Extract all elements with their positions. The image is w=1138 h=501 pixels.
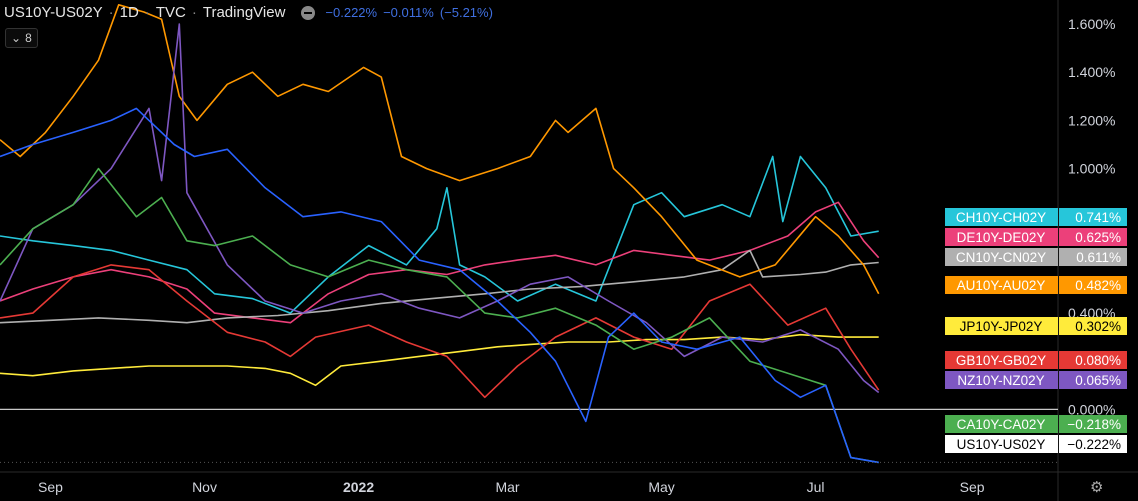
series-name-label: CH10Y-CH02Y xyxy=(956,210,1046,225)
series-value-tag xyxy=(1059,317,1127,335)
y-tick-label: 1.400% xyxy=(1068,64,1115,80)
change-value: −0.222% xyxy=(325,5,378,20)
series-name-tag xyxy=(945,317,1058,335)
series-line-jp10y-jp02y[interactable] xyxy=(0,333,879,387)
series-name-label: US10Y-US02Y xyxy=(957,437,1046,452)
series-value-tag xyxy=(1059,228,1127,246)
series-name-label: JP10Y-JP02Y xyxy=(960,319,1043,334)
interval-label[interactable]: 1D xyxy=(119,4,139,21)
series-name-tag xyxy=(945,248,1058,266)
series-name-label: NZ10Y-NZ02Y xyxy=(957,373,1044,388)
series-line-au10y-au02y[interactable] xyxy=(0,4,880,295)
series-value-label: 0.611% xyxy=(1076,250,1121,265)
series-line-us10y-us02y[interactable] xyxy=(0,107,879,464)
series-name-tag xyxy=(945,351,1058,369)
gear-icon[interactable]: ⚙ xyxy=(1090,479,1104,496)
chevron-down-icon: ⌄ xyxy=(11,31,22,45)
series-value-label: 0.302% xyxy=(1075,319,1121,334)
series-name-label: CN10Y-CN02Y xyxy=(956,250,1046,265)
series-value-label: −0.218% xyxy=(1067,417,1121,432)
series-name-tag xyxy=(945,435,1058,453)
series-line-ch10y-ch02y[interactable] xyxy=(0,155,879,314)
series-line-gb10y-gb02y[interactable] xyxy=(0,264,880,399)
x-tick-label: Nov xyxy=(192,479,217,495)
series-name-label: DE10Y-DE02Y xyxy=(957,230,1046,245)
series-value-tag xyxy=(1059,371,1127,389)
series-value-label: 0.482% xyxy=(1075,278,1121,293)
y-tick-label: 1.000% xyxy=(1068,161,1115,177)
series-value-tag xyxy=(1059,435,1127,453)
y-tick-label: 1.200% xyxy=(1068,112,1115,128)
series-value-tag xyxy=(1059,415,1127,433)
series-name-label: CA10Y-CA02Y xyxy=(957,417,1046,432)
series-value-label: 0.080% xyxy=(1075,353,1121,368)
series-value-tag xyxy=(1059,208,1127,226)
indicators-toggle-button[interactable]: ⌄ 8 xyxy=(5,28,38,48)
series-name-tag xyxy=(945,208,1058,226)
x-tick-label: Sep xyxy=(38,479,63,495)
x-tick-label: Sep xyxy=(960,479,985,495)
series-line-nz10y-nz02y[interactable] xyxy=(0,23,880,394)
y-tick-label: 1.600% xyxy=(1068,16,1115,32)
series-value-tag xyxy=(1059,351,1127,369)
series-name-label: GB10Y-GB02Y xyxy=(956,353,1046,368)
exchange-label: TVC xyxy=(155,4,186,21)
x-tick-label: 2022 xyxy=(343,479,374,495)
series-value-label: 0.625% xyxy=(1075,230,1121,245)
x-tick-label: Mar xyxy=(495,479,519,495)
series-name-tag xyxy=(945,371,1058,389)
symbol-name[interactable]: US10Y-US02Y xyxy=(4,4,103,21)
series-name-tag xyxy=(945,228,1058,246)
series-name-tag xyxy=(945,276,1058,294)
brand-label: TradingView xyxy=(202,4,286,21)
series-name-label: AU10Y-AU02Y xyxy=(957,278,1046,293)
change-points: −0.011% xyxy=(383,5,434,20)
visibility-icon[interactable] xyxy=(301,5,316,20)
series-value-label: 0.065% xyxy=(1075,373,1121,388)
y-tick-label: 0.000% xyxy=(1068,401,1115,417)
series-line-cn10y-cn02y[interactable] xyxy=(0,249,879,324)
x-tick-label: May xyxy=(648,479,674,495)
series-value-tag xyxy=(1059,248,1127,266)
series-value-label: −0.222% xyxy=(1067,437,1121,452)
series-line-ca10y-ca02y[interactable] xyxy=(0,167,879,464)
series-value-tag xyxy=(1059,276,1127,294)
chart-header: US10Y-US02Y · 1D · TVC · TradingView −0.… xyxy=(4,4,493,21)
change-percent: (−5.21%) xyxy=(439,5,493,20)
series-value-label: 0.741% xyxy=(1075,210,1121,225)
series-name-tag xyxy=(945,415,1058,433)
series-line-de10y-de02y[interactable] xyxy=(0,201,880,324)
x-tick-label: Jul xyxy=(807,479,825,495)
indicator-count: 8 xyxy=(25,31,32,45)
